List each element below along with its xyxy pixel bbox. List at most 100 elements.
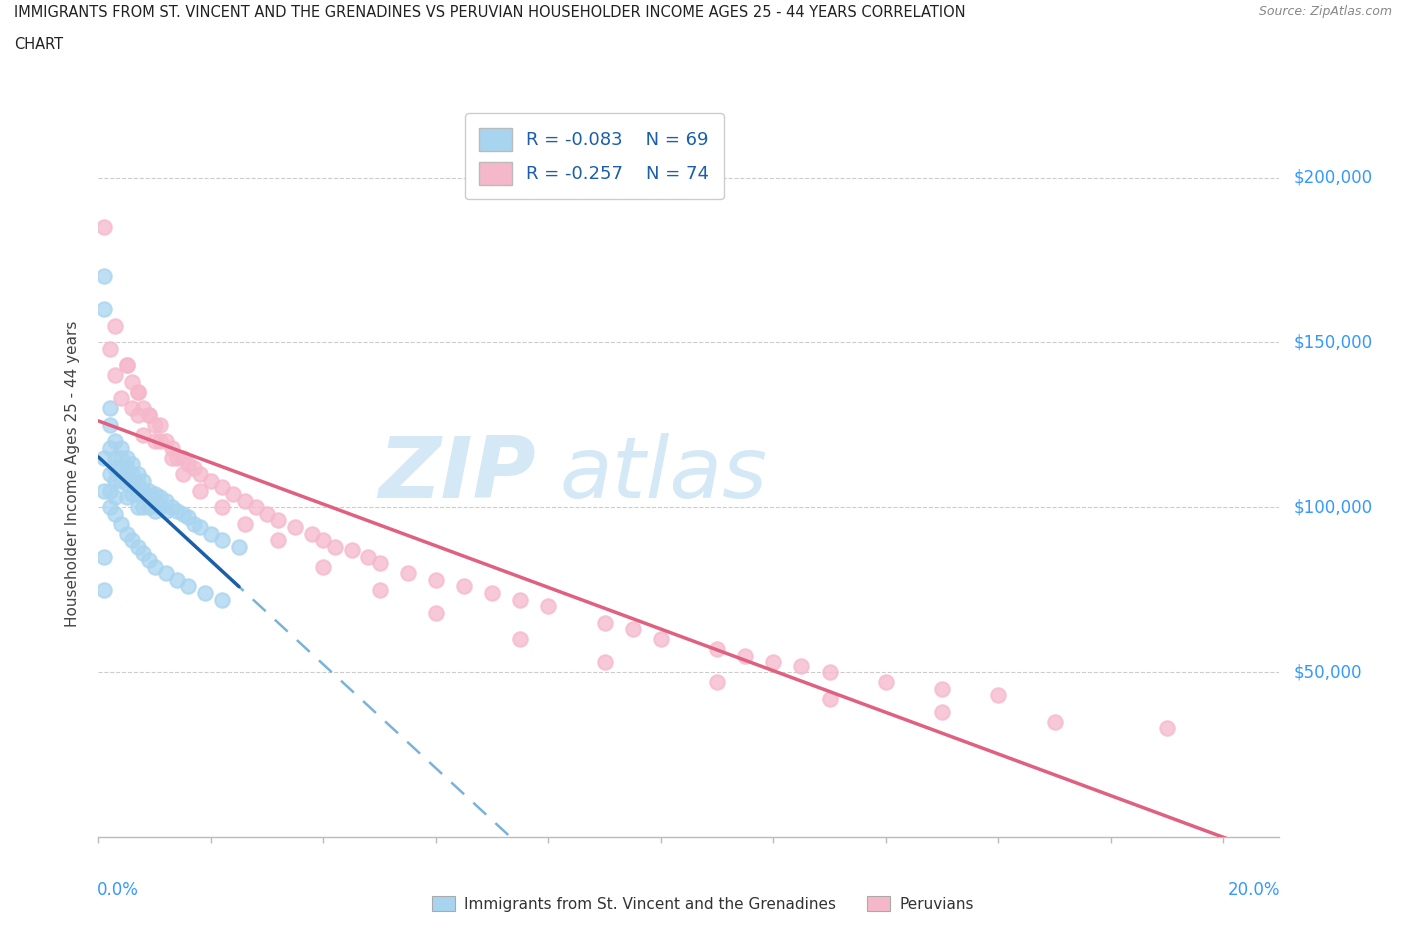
Point — [127, 407, 149, 422]
Point — [931, 704, 953, 719]
Point — [98, 467, 121, 482]
Point — [790, 658, 813, 673]
Point — [104, 490, 127, 505]
Point — [188, 467, 211, 482]
Point — [98, 341, 121, 356]
Point — [245, 499, 267, 514]
Point — [200, 526, 222, 541]
Legend: R = -0.083    N = 69, R = -0.257    N = 74: R = -0.083 N = 69, R = -0.257 N = 74 — [465, 113, 724, 200]
Point — [155, 434, 177, 449]
Point — [160, 450, 183, 465]
Point — [104, 434, 127, 449]
Point — [93, 450, 115, 465]
Point — [233, 493, 256, 508]
Point — [98, 484, 121, 498]
Point — [149, 499, 172, 514]
Point — [132, 484, 155, 498]
Point — [115, 358, 138, 373]
Point — [537, 599, 560, 614]
Point — [650, 631, 672, 646]
Text: atlas: atlas — [560, 432, 768, 516]
Point — [762, 655, 785, 670]
Point — [177, 457, 200, 472]
Point — [93, 484, 115, 498]
Point — [194, 586, 217, 601]
Point — [115, 526, 138, 541]
Point — [818, 691, 841, 706]
Point — [104, 507, 127, 522]
Point — [149, 434, 172, 449]
Legend: Immigrants from St. Vincent and the Grenadines, Peruvians: Immigrants from St. Vincent and the Gren… — [426, 889, 980, 918]
Text: 20.0%: 20.0% — [1229, 881, 1281, 898]
Point — [155, 503, 177, 518]
Point — [127, 486, 149, 501]
Text: ZIP: ZIP — [378, 432, 536, 516]
Point — [110, 473, 132, 488]
Text: IMMIGRANTS FROM ST. VINCENT AND THE GRENADINES VS PERUVIAN HOUSEHOLDER INCOME AG: IMMIGRANTS FROM ST. VINCENT AND THE GREN… — [14, 5, 966, 20]
Point — [110, 441, 132, 456]
Point — [127, 539, 149, 554]
Point — [132, 473, 155, 488]
Point — [706, 642, 728, 657]
Point — [1043, 714, 1066, 729]
Text: Source: ZipAtlas.com: Source: ZipAtlas.com — [1258, 5, 1392, 18]
Point — [138, 484, 160, 498]
Point — [323, 539, 346, 554]
Point — [98, 441, 121, 456]
Point — [121, 467, 143, 482]
Point — [931, 681, 953, 696]
Point — [143, 486, 166, 501]
Point — [132, 546, 155, 561]
Point — [93, 302, 115, 317]
Text: $100,000: $100,000 — [1294, 498, 1372, 516]
Point — [110, 450, 132, 465]
Point — [104, 473, 127, 488]
Point — [121, 457, 143, 472]
Point — [121, 486, 143, 501]
Point — [875, 674, 897, 689]
Point — [115, 490, 138, 505]
Point — [177, 579, 200, 594]
Point — [110, 391, 132, 405]
Point — [621, 622, 644, 637]
Point — [228, 539, 250, 554]
Point — [166, 450, 188, 465]
Point — [340, 543, 363, 558]
Point — [267, 533, 290, 548]
Point — [177, 510, 200, 525]
Point — [357, 550, 380, 565]
Point — [127, 499, 149, 514]
Point — [211, 592, 233, 607]
Point — [211, 499, 233, 514]
Point — [98, 418, 121, 432]
Point — [98, 499, 121, 514]
Point — [425, 605, 447, 620]
Point — [155, 493, 177, 508]
Point — [132, 401, 155, 416]
Point — [98, 401, 121, 416]
Point — [368, 582, 391, 597]
Text: 0.0%: 0.0% — [97, 881, 139, 898]
Point — [160, 441, 183, 456]
Point — [593, 655, 616, 670]
Point — [987, 688, 1010, 703]
Point — [138, 499, 160, 514]
Point — [143, 493, 166, 508]
Point — [115, 460, 138, 475]
Point — [481, 586, 503, 601]
Point — [143, 418, 166, 432]
Point — [593, 616, 616, 631]
Point — [127, 467, 149, 482]
Point — [138, 552, 160, 567]
Point — [115, 467, 138, 482]
Point — [132, 499, 155, 514]
Point — [115, 358, 138, 373]
Point — [312, 559, 335, 574]
Point — [368, 556, 391, 571]
Point — [110, 516, 132, 531]
Text: $50,000: $50,000 — [1294, 663, 1362, 681]
Point — [127, 384, 149, 399]
Point — [301, 526, 323, 541]
Point — [183, 516, 205, 531]
Point — [166, 572, 188, 587]
